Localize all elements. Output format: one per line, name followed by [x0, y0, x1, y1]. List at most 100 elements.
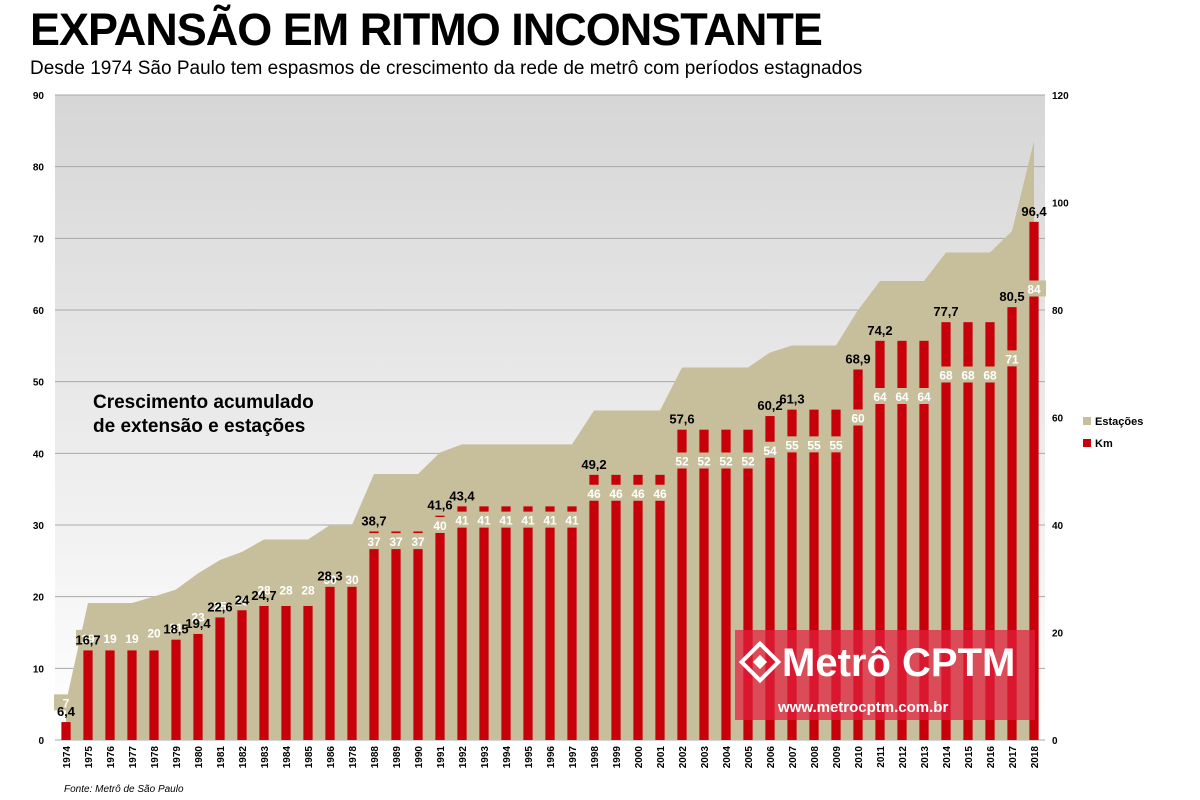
- y-left-tick-label: 40: [33, 449, 45, 460]
- x-tick-label: 1976: [106, 746, 117, 769]
- station-value-label: 84: [1027, 283, 1041, 297]
- km-value-label: 74,2: [867, 323, 892, 338]
- station-label-bg: [208, 597, 232, 614]
- station-value-label: 26: [235, 594, 249, 608]
- x-tick-label: 1991: [436, 746, 447, 769]
- station-label-bg: [340, 570, 364, 587]
- station-label-bg: [846, 409, 870, 426]
- bar-km: [941, 322, 951, 740]
- bar-km: [325, 586, 335, 740]
- km-value-label: 77,7: [933, 304, 958, 319]
- x-tick-label: 2005: [744, 746, 755, 769]
- station-value-label: 71: [1005, 352, 1019, 366]
- station-label-bg: [648, 484, 672, 501]
- bar-km: [237, 610, 247, 740]
- bar-km: [831, 409, 841, 740]
- y-left-tick-label: 70: [33, 234, 45, 245]
- station-label-bg: [274, 581, 298, 598]
- km-value-label: 43,4: [449, 488, 475, 503]
- y-left-tick-label: 30: [33, 521, 45, 532]
- y-right-tick-label: 20: [1052, 629, 1064, 640]
- station-value-label: 64: [917, 390, 931, 404]
- watermark-logo-text: Metrô CPTM: [782, 641, 1015, 685]
- station-value-label: 41: [499, 514, 513, 528]
- x-tick-label: 1978: [150, 746, 161, 769]
- y-axis-left: 0 10 20 30 40 50 60 70 80 90: [33, 91, 45, 747]
- bar-km: [215, 617, 225, 740]
- station-label-bg: [1022, 280, 1046, 297]
- legend-label-estacoes: Estações: [1095, 416, 1143, 428]
- station-value-label: 41: [565, 514, 579, 528]
- bar-km: [435, 515, 445, 740]
- station-label-bg: [428, 517, 452, 533]
- x-tick-label: 2010: [854, 746, 865, 769]
- station-value-label: 19: [103, 632, 117, 646]
- bar-km: [963, 322, 973, 740]
- x-tick-label: 1974: [62, 746, 73, 769]
- station-value-label: 54: [763, 444, 777, 458]
- x-tick-label: 1996: [546, 746, 557, 769]
- y-left-tick-label: 10: [33, 664, 45, 675]
- station-value-label: 68: [961, 369, 975, 383]
- station-value-label: 55: [807, 438, 821, 452]
- station-value-label: 21: [169, 621, 183, 635]
- x-axis: 1974 1975 1976 1977 1978 1979 1980 1981 1982 1983…: [62, 746, 1041, 769]
- bar-km: [457, 506, 467, 740]
- station-value-label: 30: [323, 573, 337, 587]
- bar-km: [259, 605, 269, 740]
- station-value-label: 30: [345, 573, 359, 587]
- station-label-bg: [384, 533, 408, 550]
- bar-km: [985, 322, 995, 740]
- x-tick-label: 1988: [370, 746, 381, 769]
- x-tick-label: 2015: [964, 746, 975, 769]
- x-tick-label: 1985: [304, 746, 315, 769]
- annotation-line-2: de extensão e estações: [93, 416, 305, 437]
- x-tick-label: 1981: [216, 746, 227, 769]
- page-subtitle: Desde 1974 São Paulo tem espasmos de cre…: [30, 58, 863, 79]
- station-value-label: 37: [389, 535, 403, 549]
- station-label-bg: [186, 608, 210, 625]
- bar-km: [875, 340, 885, 740]
- x-tick-label: 1997: [568, 746, 579, 769]
- station-label-bg: [318, 570, 342, 587]
- bar-km: [523, 506, 533, 740]
- station-label-bg: [54, 694, 78, 711]
- bar-km: [83, 650, 93, 740]
- station-label-bg: [1000, 350, 1024, 367]
- x-tick-label: 1975: [84, 746, 95, 769]
- x-tick-label: 1979: [172, 746, 183, 769]
- bar-km: [699, 429, 709, 740]
- station-value-label: 52: [719, 455, 733, 469]
- station-value-label: 64: [873, 390, 887, 404]
- bar-km: [127, 650, 137, 740]
- station-label-bg: [164, 619, 188, 636]
- source-note: Fonte: Metrô de São Paulo: [64, 784, 184, 795]
- station-label-bg: [868, 388, 892, 404]
- x-tick-label: 2008: [810, 746, 821, 769]
- bar-km: [545, 506, 555, 740]
- bar-km: [633, 474, 643, 740]
- station-value-label: 28: [257, 584, 271, 598]
- station-label-bg: [516, 511, 540, 528]
- y-left-tick-label: 50: [33, 378, 45, 389]
- station-label-bg: [670, 452, 694, 469]
- station-value-label: 7: [63, 696, 70, 710]
- bar-km: [347, 586, 357, 740]
- legend: Estações Km: [1083, 416, 1143, 450]
- station-value-label: 46: [653, 487, 667, 501]
- station-label-bg: [362, 533, 386, 550]
- y-axis-right: 0 20 40 60 80 100 120: [1052, 91, 1069, 747]
- km-value-label: 57,6: [669, 412, 694, 427]
- km-value-label: 24: [235, 592, 250, 607]
- station-label-bg: [560, 511, 584, 528]
- bar-km: [655, 474, 665, 740]
- bar-km: [897, 340, 907, 740]
- bar-km: [787, 409, 797, 740]
- km-value-label: 41,6: [427, 498, 452, 513]
- page-title: EXPANSÃO EM RITMO INCONSTANTE: [30, 4, 823, 55]
- km-value-label: 80,5: [999, 289, 1024, 304]
- station-label-bg: [758, 441, 782, 458]
- bar-km: [1029, 221, 1039, 741]
- y-left-tick-label: 90: [33, 91, 45, 102]
- station-value-label: 46: [587, 487, 601, 501]
